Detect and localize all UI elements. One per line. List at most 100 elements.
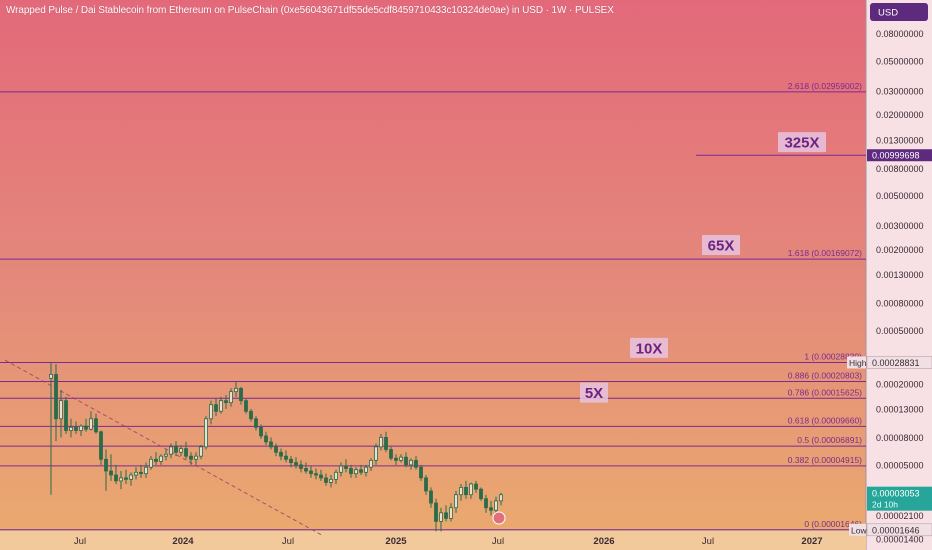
candle-down (284, 455, 288, 460)
candle-up (119, 477, 123, 482)
candle-down (319, 474, 323, 479)
candle-down (434, 502, 438, 522)
candle-down (124, 477, 128, 480)
candle-down (244, 400, 248, 412)
y-tick-label: 0.02000000 (876, 110, 924, 120)
x-tick-label: 2026 (593, 536, 614, 547)
candle-up (409, 459, 413, 466)
candle-up (369, 459, 373, 468)
fib-level-label: 0.786 (0.00015625) (788, 387, 862, 397)
candle-up (164, 453, 168, 457)
candle-up (69, 426, 73, 431)
high-tag-bg (847, 356, 866, 369)
candle-up (499, 494, 503, 502)
y-tick-label: 0.00500000 (876, 191, 924, 201)
y-tick-label: 0.00130000 (876, 270, 924, 280)
candle-up (59, 400, 63, 420)
candle-up (194, 455, 198, 460)
x-tick-label: Jul (702, 536, 714, 547)
candle-down (264, 435, 268, 443)
candle-up (329, 478, 333, 483)
y-tick-label: 0.00200000 (876, 245, 924, 255)
target-price-label: 0.00999698 (872, 151, 920, 161)
candle-down (389, 449, 393, 459)
candle-up (219, 400, 223, 412)
y-tick-label: 0.03000000 (876, 87, 924, 97)
target-badge: 65X (708, 238, 735, 255)
target-price-tag (867, 149, 932, 162)
fib-level-label: 2.618 (0.02959002) (788, 81, 862, 91)
candle-down (419, 466, 423, 479)
candle-down (344, 465, 348, 469)
candle-up (129, 474, 133, 480)
target-badge: 10X (636, 340, 663, 357)
time-axis-panel (0, 530, 866, 550)
candle-down (309, 470, 313, 475)
candle-up (179, 448, 183, 453)
x-tick-label: Jul (74, 536, 86, 547)
x-tick-label: Jul (492, 536, 504, 547)
y-tick-label: 0.05000000 (876, 57, 924, 67)
target-badge-bg (702, 235, 740, 256)
candle-down (489, 507, 493, 511)
candle-down (109, 470, 113, 476)
candle-up (204, 418, 208, 448)
candle-up (399, 456, 403, 461)
y-tick-label: 0.00002100 (876, 511, 924, 521)
last-price-value: 0.00003053 (872, 489, 920, 499)
y-tick-label: 0.00013000 (876, 405, 924, 415)
plot-background (0, 0, 866, 530)
candle-up (334, 471, 338, 480)
candle-down (474, 483, 478, 490)
candle-down (174, 446, 178, 453)
candle-up (459, 486, 463, 496)
fib-level-label: 1 (0.00028830) (804, 351, 862, 361)
candle-up (354, 469, 358, 475)
candle-down (289, 458, 293, 463)
candle-down (254, 418, 258, 428)
candle-down (139, 471, 143, 475)
y-tick-label: 0.00300000 (876, 221, 924, 231)
currency-button-bg[interactable] (870, 3, 928, 21)
last-price-tag (867, 486, 932, 511)
candle-down (54, 374, 58, 420)
candle-up (144, 466, 148, 475)
target-badge: 325X (784, 135, 819, 152)
candle-down (394, 457, 398, 461)
candle-down (444, 512, 448, 519)
candle-down (114, 474, 118, 482)
x-tick-label: 2024 (172, 536, 194, 547)
candle-down (94, 418, 98, 433)
candle-down (294, 462, 298, 466)
fib-level-label: 1.618 (0.00169072) (788, 248, 862, 258)
candle-down (104, 458, 108, 472)
low-tag-bg (849, 523, 866, 536)
candle-up (229, 391, 233, 404)
candle-up (494, 500, 498, 511)
candle-up (439, 512, 443, 522)
candle-down (324, 477, 328, 483)
candle-down (484, 498, 488, 509)
target-badge: 5X (585, 385, 603, 402)
low-tag: Low (851, 525, 867, 535)
candle-down (359, 469, 363, 473)
candle-up (159, 455, 163, 462)
candle-down (99, 431, 103, 460)
candle-down (214, 404, 218, 412)
currency-button-label[interactable]: USD (878, 8, 898, 19)
candle-down (84, 425, 88, 430)
fib-level-label: 0.382 (0.00004915) (788, 455, 862, 465)
high-value-bg (866, 356, 932, 369)
y-tick-label: 0.01300000 (876, 135, 924, 145)
candle-down (424, 477, 428, 492)
currency-button[interactable]: USD (870, 3, 928, 21)
candle-down (239, 387, 243, 402)
candle-up (234, 387, 238, 393)
candle-up (49, 374, 53, 379)
fib-level-label: 0.618 (0.00009660) (788, 415, 862, 425)
candle-up (89, 418, 93, 430)
fib-level-label: 0.886 (0.00020803) (788, 371, 862, 381)
candle-down (269, 441, 273, 448)
